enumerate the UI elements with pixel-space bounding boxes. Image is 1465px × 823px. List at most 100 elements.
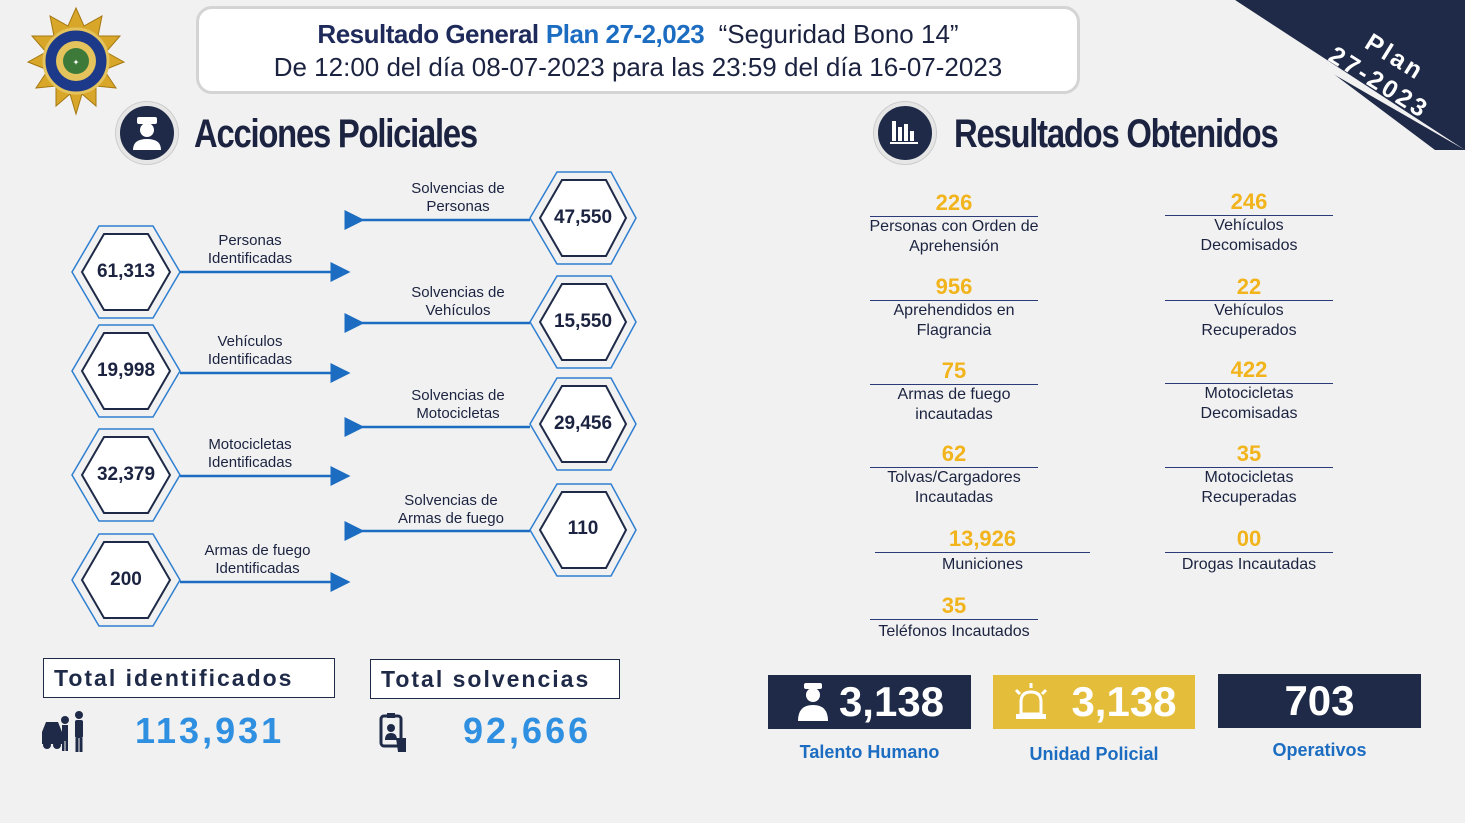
resultados-obtenidos-title: Resultados Obtenidos (954, 112, 1279, 156)
result-value: 422 (1230, 357, 1268, 382)
identificados-value: 19,998 (96, 360, 156, 381)
result-label: Tolvas/Cargadores Incautadas (887, 469, 1021, 506)
result-item: 246 Vehículos Decomisados (1165, 189, 1333, 256)
result-label: Municiones (942, 556, 1023, 573)
hex-identificados-1 (71, 225, 181, 319)
result-value: 226 (935, 190, 973, 215)
result-divider (870, 384, 1038, 385)
result-label: Armas de fuego incautadas (897, 386, 1011, 423)
solvencias-item: 47,550 (528, 168, 638, 268)
identificados-value: 61,313 (96, 261, 156, 282)
stat-value: 3,138 (838, 678, 945, 725)
identificados-label: Armas de fuego Identificadas (204, 542, 311, 577)
result-item: 226 Personas con Orden de Aprehensión (870, 190, 1039, 257)
result-value: 00 (1236, 526, 1262, 551)
result-value: 35 (941, 593, 967, 618)
stat-label: Unidad Policial (1029, 744, 1159, 764)
identificados-item: 200 (71, 530, 181, 630)
result-label: Aprehendidos en Flagrancia (893, 302, 1015, 339)
identificados-item: 61,313 (71, 222, 181, 322)
hex-solvencias-1 (529, 171, 637, 265)
result-divider (1165, 215, 1333, 216)
solvencias-item: 110 (528, 479, 638, 579)
result-item: 35 Motocicletas Recuperadas (1165, 441, 1333, 508)
result-label: Teléfonos Incautados (878, 623, 1030, 640)
hex-solvencias-3 (529, 377, 637, 471)
stat-value: 703 (1284, 677, 1355, 724)
total-identificados-label: Total identificados (43, 658, 335, 698)
result-divider (870, 619, 1038, 620)
total-solvencias-label: Total solvencias (370, 659, 620, 699)
operativos-stat: 703 (1218, 674, 1421, 728)
solvencias-label: Solvencias de Motocicletas (411, 387, 505, 422)
title-quote: “Seguridad Bono 14” (718, 19, 959, 49)
solvencias-value: 29,456 (553, 413, 613, 434)
result-item: 75 Armas de fuego incautadas (870, 358, 1038, 425)
result-divider (1165, 552, 1333, 553)
stat-value: 3,138 (1071, 678, 1177, 725)
result-divider (870, 467, 1038, 468)
solvencias-label: Solvencias de Vehículos (411, 284, 505, 319)
hex-solvencias-2 (529, 275, 637, 369)
result-item: 62 Tolvas/Cargadores Incautadas (870, 441, 1038, 508)
header-subtitle: De 12:00 del día 08-07-2023 para las 23:… (273, 52, 1003, 82)
result-label: Motocicletas Recuperadas (1201, 469, 1297, 506)
solvencias-item: 29,456 (528, 374, 638, 474)
identificados-label: Personas Identificadas (207, 232, 293, 267)
solvencias-value: 110 (567, 518, 599, 539)
identificados-value: 32,379 (96, 464, 156, 485)
result-divider (1165, 300, 1333, 301)
result-label: Vehículos Recuperados (1201, 302, 1297, 339)
hex-identificados-2 (71, 324, 181, 418)
result-label: Drogas Incautadas (1181, 556, 1317, 573)
result-value: 75 (941, 358, 967, 383)
identificados-value: 200 (110, 569, 142, 590)
total-solvencias-value: 92,666 (463, 710, 592, 751)
hex-solvencias-4 (529, 483, 637, 577)
header-banner: Resultado General Plan 27-2,023 “Segurid… (196, 6, 1080, 94)
solvencias-label: Solvencias de Armas de fuego (398, 492, 504, 527)
stat-label: Operativos (1272, 740, 1367, 760)
result-item: 422 Motocicletas Decomisadas (1165, 357, 1333, 424)
result-item: 35 Teléfonos Incautados (870, 593, 1038, 642)
solvencias-value: 15,550 (553, 311, 613, 332)
header-title: Resultado General Plan 27-2,023 “Segurid… (199, 19, 1077, 50)
police-officer-icon (795, 681, 831, 723)
result-item: 13,926 Municiones (875, 526, 1090, 575)
bar-chart-icon (874, 102, 936, 164)
result-label: Motocicletas Decomisadas (1200, 385, 1298, 422)
police-officer-icon (116, 102, 178, 164)
plan-ribbon: Plan 27-2023 (1205, 0, 1465, 150)
result-label: Personas con Orden de Aprehensión (869, 218, 1039, 255)
identificados-item: 19,998 (71, 321, 181, 421)
title-bold: Resultado General (317, 19, 539, 49)
hex-identificados-4 (71, 533, 181, 627)
vehicle-person-icon (40, 710, 92, 759)
result-item: 22 Vehículos Recuperados (1165, 274, 1333, 341)
result-value: 956 (935, 274, 973, 299)
talento-humano-stat: 3,138 (768, 675, 971, 729)
acciones-graphic (71, 171, 637, 627)
title-plan: Plan 27-2,023 (545, 19, 705, 49)
result-value: 13,926 (948, 526, 1017, 551)
identificados-item: 32,379 (71, 425, 181, 525)
acciones-policiales-title: Acciones Policiales (194, 112, 478, 156)
result-value: 246 (1230, 189, 1268, 214)
result-divider (870, 216, 1038, 217)
unidad-policial-stat: 3,138 (993, 675, 1195, 729)
result-value: 22 (1236, 274, 1262, 299)
solvencias-label: Solvencias de Personas (411, 180, 505, 215)
svg-text:✦: ✦ (73, 58, 80, 67)
result-value: 62 (941, 441, 967, 466)
solvencias-value: 47,550 (553, 207, 613, 228)
result-divider (875, 552, 1090, 553)
result-divider (1165, 467, 1333, 468)
identificados-label: Motocicletas Identificadas (207, 436, 293, 471)
hex-identificados-3 (71, 428, 181, 522)
result-divider (1165, 383, 1333, 384)
total-identificados-value: 113,931 (135, 710, 285, 751)
pnc-badge-logo: ✦ (26, 6, 126, 116)
identificados-label: Vehículos Identificadas (207, 333, 293, 368)
result-item: 956 Aprehendidos en Flagrancia (870, 274, 1038, 341)
result-divider (870, 300, 1038, 301)
